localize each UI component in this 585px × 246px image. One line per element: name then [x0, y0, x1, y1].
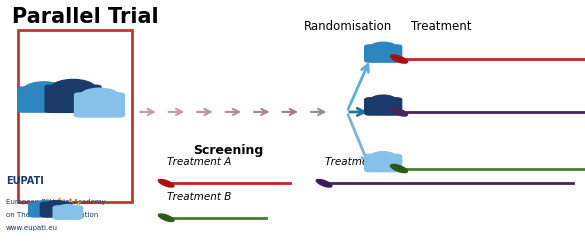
- Text: Randomisation: Randomisation: [304, 20, 392, 33]
- FancyBboxPatch shape: [53, 205, 83, 220]
- Ellipse shape: [157, 179, 175, 188]
- Text: www.eupati.eu: www.eupati.eu: [6, 225, 58, 231]
- Circle shape: [80, 88, 119, 105]
- Text: Treatment: Treatment: [411, 20, 472, 33]
- FancyBboxPatch shape: [44, 85, 102, 113]
- FancyBboxPatch shape: [28, 202, 61, 217]
- Text: Treatment A: Treatment A: [167, 157, 231, 167]
- Circle shape: [23, 82, 65, 99]
- Circle shape: [370, 95, 397, 106]
- Text: Treatment B: Treatment B: [167, 192, 231, 202]
- FancyBboxPatch shape: [40, 202, 73, 217]
- Text: Parallel Trial: Parallel Trial: [12, 7, 159, 27]
- Circle shape: [370, 152, 397, 163]
- Ellipse shape: [390, 54, 408, 64]
- Ellipse shape: [390, 107, 408, 117]
- Circle shape: [34, 200, 55, 210]
- FancyBboxPatch shape: [364, 154, 402, 172]
- Text: Screening: Screening: [193, 144, 263, 157]
- FancyBboxPatch shape: [364, 97, 402, 116]
- Text: on Therapeutic Innovation: on Therapeutic Innovation: [6, 212, 98, 218]
- Ellipse shape: [390, 164, 408, 173]
- Circle shape: [370, 42, 397, 53]
- FancyBboxPatch shape: [74, 92, 125, 118]
- Ellipse shape: [315, 179, 333, 188]
- Text: European Patients' Academy: European Patients' Academy: [6, 200, 106, 205]
- Circle shape: [58, 204, 77, 213]
- FancyBboxPatch shape: [364, 44, 402, 63]
- Text: Treatment C: Treatment C: [325, 157, 389, 167]
- Ellipse shape: [157, 213, 175, 222]
- FancyBboxPatch shape: [18, 30, 132, 202]
- Text: EUPATI: EUPATI: [6, 176, 44, 186]
- Circle shape: [46, 200, 67, 210]
- Circle shape: [50, 79, 96, 99]
- FancyBboxPatch shape: [17, 86, 71, 113]
